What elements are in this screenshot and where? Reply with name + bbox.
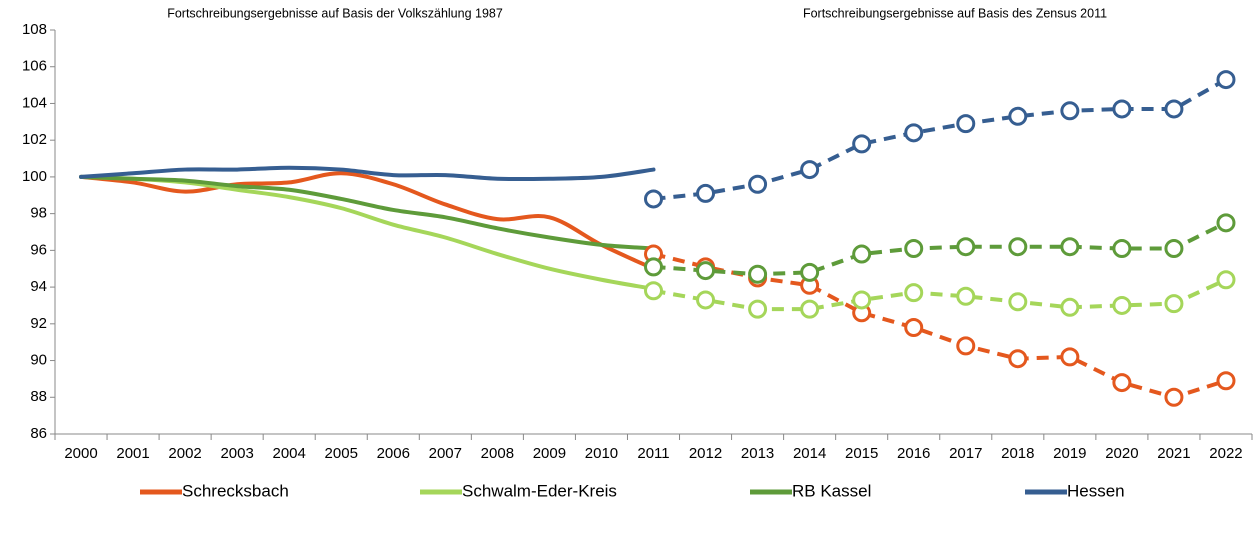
annotation: Fortschreibungsergebnisse auf Basis des … [803,6,1107,20]
marker [1216,270,1236,290]
legend-label: RB Kassel [792,481,871,500]
marker [1008,349,1028,369]
marker [696,290,716,310]
dashed-line-series [653,277,1227,312]
y-tick-label: 86 [30,425,47,442]
x-tick-label: 2013 [741,445,774,462]
marker [1164,99,1184,119]
line-series [79,174,656,291]
marker [644,189,663,209]
marker [956,114,976,134]
marker [748,174,768,194]
y-tick-label: 102 [22,131,47,148]
marker [904,317,924,337]
x-tick-label: 2003 [220,445,253,462]
line-series [79,171,656,271]
x-tick-label: 2010 [585,445,618,462]
y-tick-label: 88 [30,388,47,405]
marker [644,281,663,301]
x-tick-label: 2017 [949,445,982,462]
marker [800,160,820,180]
y-tick-label: 90 [30,352,47,369]
x-tick-label: 2006 [377,445,410,462]
x-tick-label: 2014 [793,445,826,462]
marker [1008,292,1028,312]
y-tick-label: 94 [30,278,47,295]
x-tick-label: 2012 [689,445,722,462]
x-tick-label: 2008 [481,445,514,462]
x-tick-label: 2007 [429,445,462,462]
dashed-line-series [653,221,1227,277]
x-tick-label: 2009 [533,445,566,462]
y-tick-label: 92 [30,315,47,332]
annotation: Fortschreibungsergebnisse auf Basis der … [167,6,503,20]
marker [852,290,872,310]
marker [956,286,976,306]
marker [748,264,768,284]
x-tick-label: 2018 [1001,445,1034,462]
x-tick-label: 2002 [168,445,201,462]
x-tick-label: 2011 [637,445,669,462]
marker [1164,387,1184,407]
x-tick-label: 2016 [897,445,930,462]
marker [852,244,872,264]
marker [748,299,768,319]
marker [1008,106,1028,126]
x-tick-label: 2020 [1105,445,1138,462]
x-tick-label: 2001 [116,445,149,462]
marker [904,239,924,259]
marker [1216,70,1236,90]
marker [1216,213,1236,233]
line-series [79,165,656,182]
x-tick-label: 2015 [845,445,878,462]
marker [1060,101,1080,121]
dashed-line-series [653,77,1227,201]
x-tick-label: 2019 [1053,445,1086,462]
legend-label: Schrecksbach [182,481,289,500]
x-tick-label: 2005 [325,445,358,462]
marker [956,336,976,356]
dashed-line-series [653,252,1227,400]
marker [696,183,716,203]
x-tick-label: 2022 [1209,445,1242,462]
x-tick-label: 2000 [64,445,97,462]
y-tick-label: 106 [22,58,47,75]
x-tick-label: 2004 [273,445,306,462]
y-tick-label: 96 [30,241,47,258]
marker [1060,237,1080,257]
marker [904,123,924,143]
marker [696,261,716,281]
marker [800,299,820,319]
marker [1164,239,1184,259]
marker [1008,237,1028,257]
legend-label: Schwalm-Eder-Kreis [462,481,617,500]
marker [1112,373,1132,393]
line-series [79,174,656,251]
marker [956,237,976,257]
marker [1060,297,1080,317]
marker [1112,239,1132,259]
marker [1060,347,1080,367]
y-tick-label: 98 [30,205,47,222]
marker [800,262,820,282]
marker [1112,99,1132,119]
marker [904,283,924,303]
marker [852,134,872,154]
x-tick-label: 2021 [1157,445,1190,462]
y-tick-label: 104 [22,94,47,111]
y-tick-label: 100 [22,168,47,185]
marker [644,257,663,277]
marker [1112,295,1132,315]
y-tick-label: 108 [22,21,47,38]
marker [1216,371,1236,391]
legend-label: Hessen [1067,481,1125,500]
marker [1164,294,1184,314]
